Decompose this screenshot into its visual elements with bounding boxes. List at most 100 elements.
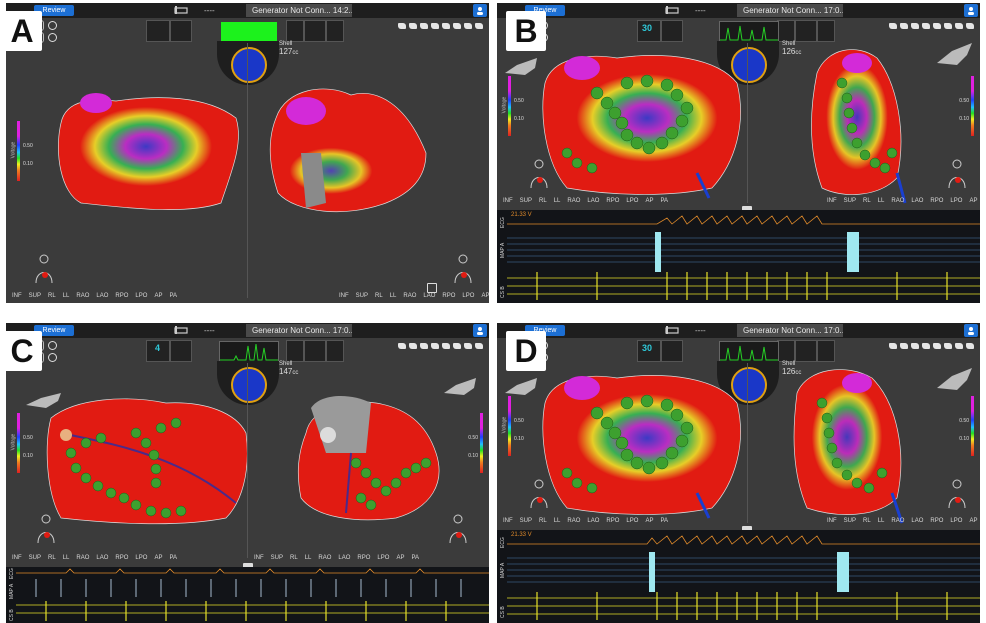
view-rl[interactable]: RL: [539, 518, 547, 524]
orientation-model[interactable]: [937, 368, 972, 390]
view-rpo[interactable]: RPO: [357, 555, 371, 561]
view-icon[interactable]: [442, 23, 450, 29]
review-button[interactable]: Review: [34, 325, 74, 336]
view-icon[interactable]: [933, 343, 941, 349]
view-lao[interactable]: LAO: [587, 198, 600, 204]
view-icon[interactable]: [955, 343, 963, 349]
voltage-map-view[interactable]: [6, 323, 489, 563]
view-rao[interactable]: RAO: [891, 198, 905, 204]
view-icon[interactable]: [933, 23, 941, 29]
view-lao[interactable]: LAO: [911, 518, 924, 524]
torso-icon[interactable]: [945, 158, 969, 190]
view-lao[interactable]: LAO: [423, 293, 436, 299]
view-ll[interactable]: LL: [62, 555, 70, 561]
view-rao[interactable]: RAO: [567, 518, 581, 524]
view-inf[interactable]: INF: [12, 293, 22, 299]
view-rao[interactable]: RAO: [318, 555, 332, 561]
view-icon[interactable]: [442, 343, 450, 349]
view-inf[interactable]: INF: [254, 555, 264, 561]
view-buttons-left[interactable]: INF SUP RL LL RAO LAO RPO LPO AP PA: [12, 555, 177, 565]
view-rl[interactable]: RL: [290, 555, 298, 561]
view-icons[interactable]: [889, 23, 974, 33]
orientation-model[interactable]: [26, 393, 61, 408]
view-icon[interactable]: [409, 23, 417, 29]
view-rao[interactable]: RAO: [76, 555, 90, 561]
view-ll[interactable]: LL: [553, 518, 561, 524]
view-sup[interactable]: SUP: [28, 293, 42, 299]
view-ll[interactable]: LL: [389, 293, 397, 299]
torso-icon[interactable]: [446, 513, 470, 545]
view-ll[interactable]: LL: [553, 198, 561, 204]
view-rao[interactable]: RAO: [891, 518, 905, 524]
view-icon[interactable]: [431, 23, 439, 29]
view-pa[interactable]: PA: [169, 555, 178, 561]
plus-icon[interactable]: [427, 283, 437, 293]
view-ap[interactable]: AP: [396, 555, 405, 561]
view-lpo[interactable]: LPO: [135, 293, 148, 299]
view-icon[interactable]: [464, 343, 472, 349]
view-lao[interactable]: LAO: [96, 555, 109, 561]
view-rpo[interactable]: RPO: [930, 198, 944, 204]
view-lpo[interactable]: LPO: [626, 198, 639, 204]
view-lpo[interactable]: LPO: [462, 293, 475, 299]
orientation-model[interactable]: [505, 58, 537, 75]
view-icon[interactable]: [911, 23, 919, 29]
view-ap[interactable]: AP: [481, 293, 489, 299]
voltage-scale-left[interactable]: 0.50 0.10 Voltage: [10, 121, 33, 181]
view-icons[interactable]: [398, 23, 483, 33]
bed-icon[interactable]: [665, 325, 679, 335]
view-inf[interactable]: INF: [503, 198, 513, 204]
navigation-lens[interactable]: [217, 361, 279, 405]
view-icon[interactable]: [922, 343, 930, 349]
view-icon[interactable]: [464, 23, 472, 29]
view-icons[interactable]: [398, 343, 483, 353]
user-button[interactable]: [473, 4, 487, 17]
view-icon[interactable]: [944, 23, 952, 29]
view-buttons-left[interactable]: INF SUP RL LL RAO LAO RPO LPO AP PA: [12, 293, 177, 303]
timeline-scrubber[interactable]: [742, 206, 752, 211]
view-rao[interactable]: RAO: [76, 293, 90, 299]
view-icon[interactable]: [431, 343, 439, 349]
view-lao[interactable]: LAO: [911, 198, 924, 204]
view-lao[interactable]: LAO: [587, 518, 600, 524]
view-icon[interactable]: [475, 23, 483, 29]
voltage-scale-left[interactable]: 0.50 0.10 Voltage: [10, 413, 33, 473]
view-icon[interactable]: [911, 343, 919, 349]
view-pa[interactable]: PA: [660, 198, 669, 204]
view-rpo[interactable]: RPO: [930, 518, 944, 524]
view-ap[interactable]: AP: [154, 555, 163, 561]
view-icon[interactable]: [900, 343, 908, 349]
view-ap[interactable]: AP: [969, 518, 978, 524]
view-pa[interactable]: PA: [660, 518, 669, 524]
torso-icon[interactable]: [527, 158, 551, 190]
view-rl[interactable]: RL: [375, 293, 383, 299]
view-icon[interactable]: [420, 23, 428, 29]
view-sup[interactable]: SUP: [843, 518, 857, 524]
view-inf[interactable]: INF: [12, 555, 22, 561]
settings-icon[interactable]: [48, 21, 57, 30]
view-lpo[interactable]: LPO: [626, 518, 639, 524]
view-icon[interactable]: [966, 23, 974, 29]
view-icon[interactable]: [889, 343, 897, 349]
view-icon[interactable]: [398, 23, 406, 29]
record-icon[interactable]: [48, 353, 57, 362]
view-rpo[interactable]: RPO: [606, 198, 620, 204]
torso-icon[interactable]: [451, 253, 475, 285]
view-icon[interactable]: [453, 343, 461, 349]
view-ap[interactable]: AP: [645, 198, 654, 204]
view-ll[interactable]: LL: [62, 293, 70, 299]
bed-icon[interactable]: [174, 325, 188, 335]
view-sup[interactable]: SUP: [519, 198, 533, 204]
view-lpo[interactable]: LPO: [135, 555, 148, 561]
view-inf[interactable]: INF: [827, 518, 837, 524]
view-icon[interactable]: [475, 343, 483, 349]
view-inf[interactable]: INF: [339, 293, 349, 299]
view-sup[interactable]: SUP: [28, 555, 42, 561]
view-ll[interactable]: LL: [877, 198, 885, 204]
torso-icon[interactable]: [32, 253, 56, 285]
view-icon[interactable]: [409, 343, 417, 349]
